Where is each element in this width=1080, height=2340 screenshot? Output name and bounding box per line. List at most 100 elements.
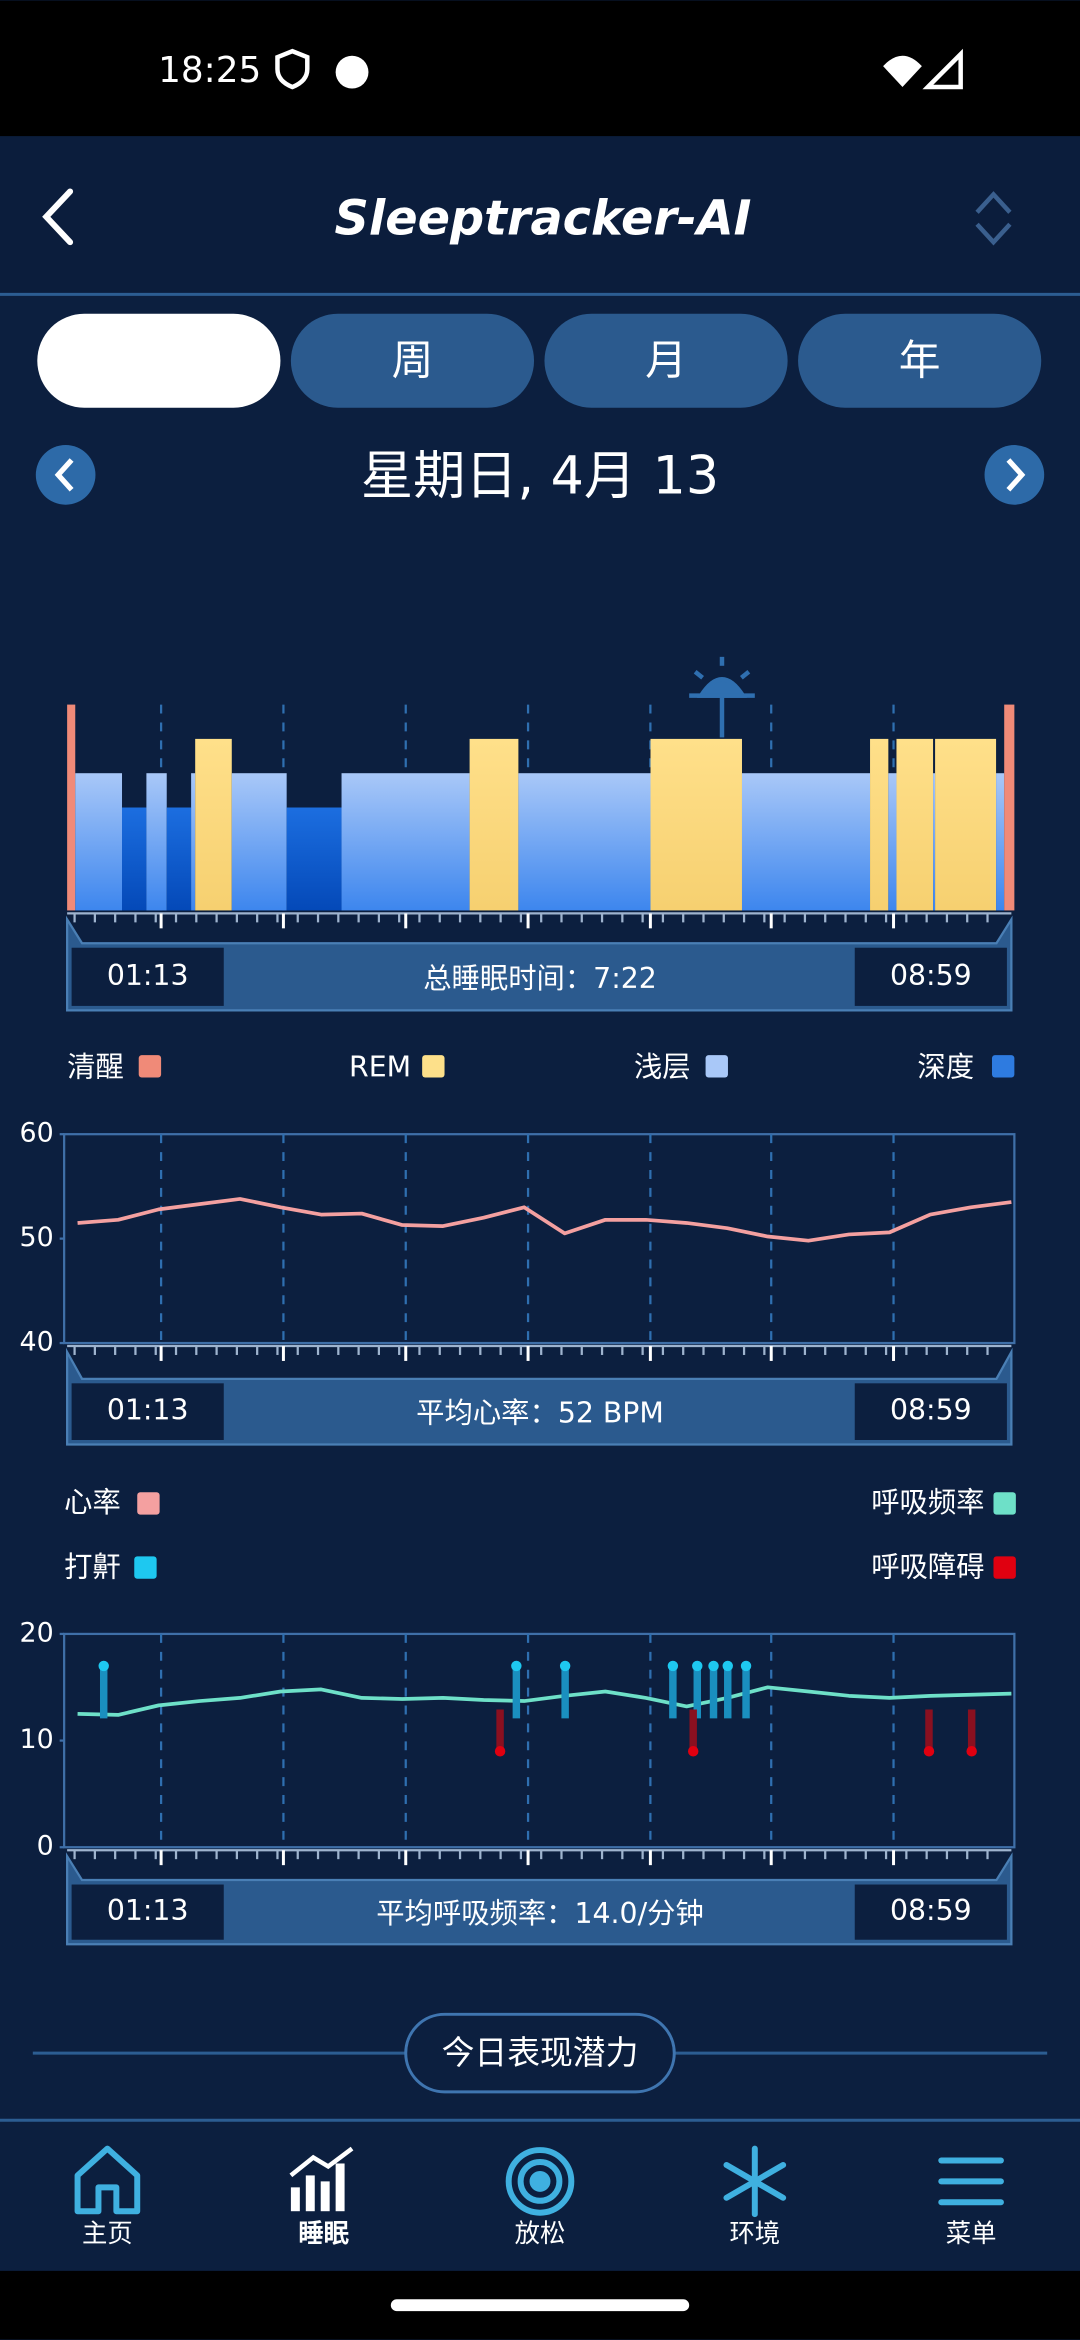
menu-icon[interactable] [938, 2157, 1004, 2206]
apnea-event [966, 1709, 977, 1757]
summary: 总睡眠时间：7:22 [423, 962, 657, 995]
snore-event [559, 1660, 571, 1719]
back-button[interactable] [42, 188, 74, 246]
apnea-event [923, 1709, 935, 1757]
sleep-segment [191, 773, 196, 911]
prev-day[interactable] [35, 445, 96, 505]
apnea-event [687, 1709, 699, 1757]
start-time: 01:13 [107, 1394, 189, 1427]
legend-label: 深度 [917, 1051, 974, 1084]
home-indicator [390, 2299, 690, 2312]
sleep-chart: 01:13 08:59 总睡眠时间：7:22 清醒 REM 浅层 深度 [66, 704, 1015, 1084]
status-time: 18:25 [158, 50, 261, 91]
start-box [71, 947, 224, 1006]
sleep-segment [888, 773, 897, 911]
date-label: 星期日, 4月 13 [361, 446, 719, 506]
legend-label: REM [349, 1051, 411, 1084]
y-tick-label: 0 [37, 1831, 54, 1862]
tab[interactable] [544, 313, 788, 408]
data-line [77, 1685, 1012, 1717]
sleep-segment [341, 773, 470, 911]
wifi-icon [883, 55, 922, 88]
nav-label: 放松 [515, 2218, 566, 2248]
apnea-event-dot [966, 1746, 977, 1757]
snore-event [511, 1660, 522, 1719]
sleep-segment [146, 773, 167, 911]
start-box [71, 1383, 224, 1440]
plot-frame [63, 1133, 1016, 1345]
shield-icon [275, 48, 310, 90]
legend-swatch [137, 1492, 160, 1515]
sleep-segment [1004, 704, 1015, 911]
snore-event [98, 1660, 109, 1719]
legend-label: 清醒 [67, 1051, 124, 1084]
data-line [77, 1197, 1012, 1243]
y-tick-label: 60 [20, 1118, 54, 1149]
tab-label: 天 [138, 335, 180, 384]
snore-event-dot [708, 1660, 719, 1672]
start-time: 01:13 [107, 1894, 189, 1927]
tab[interactable] [798, 313, 1042, 408]
tab-label: 周 [392, 335, 434, 384]
sleep-segment [933, 773, 936, 911]
nav-label: 睡眠 [298, 2218, 349, 2248]
resp-chart: 0 10 20 01:13 08:59 平均呼吸频率：14.0/分钟 [20, 1617, 1016, 1946]
environment-icon[interactable] [723, 2145, 787, 2218]
app-logo: Sleeptracker-AI [335, 191, 752, 246]
sleep-segment [286, 807, 342, 911]
sleep-segment [935, 738, 997, 911]
legend-swatch [993, 1556, 1016, 1579]
sleep-segment [166, 807, 192, 911]
legend-label: 打鼾 [64, 1550, 121, 1583]
snore-event-dot [98, 1660, 109, 1672]
snore-event-dot [511, 1660, 522, 1672]
y-tick-label: 10 [20, 1724, 54, 1755]
alarm-icon [689, 656, 755, 738]
sleep-segment [67, 704, 76, 911]
prev-arrow [54, 458, 74, 492]
snore-event-dot [667, 1660, 679, 1672]
apnea-event [494, 1709, 506, 1757]
start-box [71, 1884, 224, 1940]
snore-event [740, 1660, 752, 1719]
legend-swatch [705, 1055, 728, 1078]
end-time: 08:59 [890, 1894, 972, 1927]
legend-label: 浅层 [634, 1051, 691, 1084]
apnea-event-dot [923, 1746, 935, 1757]
y-tick-label: 40 [20, 1327, 54, 1358]
end-time: 08:59 [890, 959, 972, 992]
sleep-segment [996, 773, 1005, 911]
sleep-icon[interactable] [289, 2146, 354, 2212]
summary: 平均呼吸频率：14.0/分钟 [376, 1897, 704, 1930]
end-box [854, 1383, 1007, 1440]
snore-event [722, 1660, 733, 1719]
next-arrow [1006, 458, 1026, 492]
nav-label: 主页 [82, 2218, 133, 2248]
relax-icon[interactable] [505, 2147, 575, 2216]
end-box [854, 1884, 1007, 1940]
y-tick-label: 50 [20, 1222, 54, 1253]
plot-frame [63, 1632, 1016, 1849]
y-tick-label: 20 [20, 1617, 54, 1648]
legend-label: 心率 [64, 1486, 121, 1519]
potential-button[interactable] [404, 2012, 676, 2094]
header [0, 136, 1080, 295]
legend-swatch [422, 1055, 445, 1078]
tab-label: 月 [645, 335, 687, 384]
legend-swatch [991, 1055, 1015, 1078]
expand-button[interactable] [975, 191, 1012, 246]
sleep-segment [741, 773, 871, 911]
sleep-segment [870, 738, 889, 911]
nav-bar [0, 2118, 1080, 2271]
tab[interactable] [290, 313, 535, 408]
home-icon[interactable] [74, 2145, 141, 2215]
legend-swatch [134, 1556, 157, 1579]
nav-label: 菜单 [946, 2218, 997, 2248]
next-day[interactable] [984, 445, 1045, 505]
tab[interactable] [37, 313, 281, 408]
snore-event [692, 1660, 703, 1719]
snore-event-dot [740, 1660, 752, 1672]
